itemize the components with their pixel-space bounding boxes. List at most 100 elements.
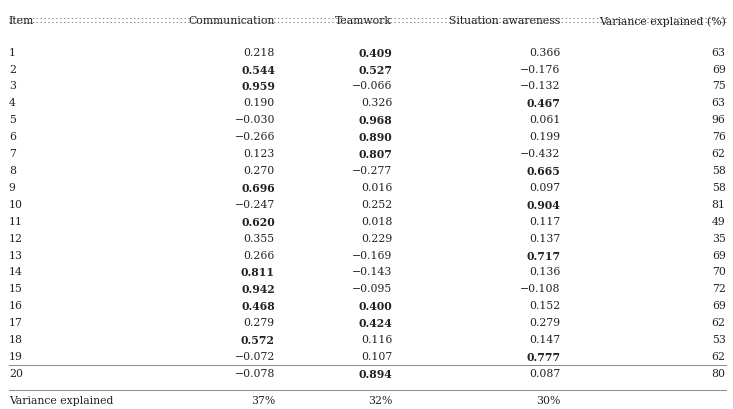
Text: 6: 6 — [9, 132, 16, 142]
Text: 63: 63 — [712, 47, 726, 58]
Text: 0.696: 0.696 — [241, 182, 275, 193]
Text: 20: 20 — [9, 368, 23, 378]
Text: 8: 8 — [9, 166, 16, 175]
Text: 0.959: 0.959 — [241, 81, 275, 92]
Text: 69: 69 — [712, 250, 726, 260]
Text: 18: 18 — [9, 334, 23, 344]
Text: 5: 5 — [9, 115, 15, 125]
Text: 0.326: 0.326 — [361, 98, 392, 108]
Text: Communication: Communication — [188, 16, 275, 26]
Text: 0.016: 0.016 — [361, 182, 392, 192]
Text: −0.432: −0.432 — [520, 149, 561, 159]
Text: 0.468: 0.468 — [241, 301, 275, 312]
Text: 0.190: 0.190 — [243, 98, 275, 108]
Text: 0.199: 0.199 — [530, 132, 561, 142]
Text: 19: 19 — [9, 351, 23, 361]
Text: 0.107: 0.107 — [361, 351, 392, 361]
Text: 69: 69 — [712, 301, 726, 310]
Text: −0.095: −0.095 — [352, 283, 392, 294]
Text: 49: 49 — [712, 216, 726, 226]
Text: 0.366: 0.366 — [529, 47, 561, 58]
Text: Variance explained (%): Variance explained (%) — [599, 16, 726, 27]
Text: 17: 17 — [9, 317, 23, 327]
Text: 0.018: 0.018 — [361, 216, 392, 226]
Text: 0.117: 0.117 — [529, 216, 561, 226]
Text: −0.108: −0.108 — [520, 283, 561, 294]
Text: −0.143: −0.143 — [352, 267, 392, 277]
Text: 0.942: 0.942 — [241, 283, 275, 294]
Text: −0.072: −0.072 — [235, 351, 275, 361]
Text: 0.811: 0.811 — [241, 267, 275, 278]
Text: −0.066: −0.066 — [352, 81, 392, 91]
Text: −0.266: −0.266 — [235, 132, 275, 142]
Text: 11: 11 — [9, 216, 23, 226]
Text: −0.247: −0.247 — [235, 199, 275, 209]
Text: 80: 80 — [712, 368, 726, 378]
Text: Item: Item — [9, 16, 34, 26]
Text: 0.116: 0.116 — [361, 334, 392, 344]
Text: 72: 72 — [712, 283, 726, 294]
Text: 0.400: 0.400 — [358, 301, 392, 312]
Text: 0.527: 0.527 — [358, 65, 392, 75]
Text: 0.904: 0.904 — [527, 199, 561, 210]
Text: 0.572: 0.572 — [241, 334, 275, 345]
Text: 0.097: 0.097 — [530, 182, 561, 192]
Text: 0.061: 0.061 — [529, 115, 561, 125]
Text: 7: 7 — [9, 149, 15, 159]
Text: 0.409: 0.409 — [358, 47, 392, 58]
Text: Situation awareness: Situation awareness — [449, 16, 561, 26]
Text: 32%: 32% — [368, 396, 392, 405]
Text: −0.176: −0.176 — [520, 65, 561, 74]
Text: 96: 96 — [712, 115, 726, 125]
Text: −0.030: −0.030 — [235, 115, 275, 125]
Text: 0.355: 0.355 — [244, 233, 275, 243]
Text: 0.424: 0.424 — [358, 317, 392, 328]
Text: 0.894: 0.894 — [358, 368, 392, 379]
Text: 53: 53 — [712, 334, 726, 344]
Text: 1: 1 — [9, 47, 16, 58]
Text: 15: 15 — [9, 283, 23, 294]
Text: −0.277: −0.277 — [352, 166, 392, 175]
Text: 0.270: 0.270 — [243, 166, 275, 175]
Text: 30%: 30% — [537, 396, 561, 405]
Text: 0.544: 0.544 — [241, 65, 275, 75]
Text: 0.087: 0.087 — [529, 368, 561, 378]
Text: 12: 12 — [9, 233, 23, 243]
Text: 76: 76 — [712, 132, 726, 142]
Text: Teamwork: Teamwork — [335, 16, 392, 26]
Text: −0.078: −0.078 — [235, 368, 275, 378]
Text: 0.777: 0.777 — [526, 351, 561, 362]
Text: 0.279: 0.279 — [530, 317, 561, 327]
Text: 0.890: 0.890 — [358, 132, 392, 143]
Text: 13: 13 — [9, 250, 23, 260]
Text: −0.169: −0.169 — [352, 250, 392, 260]
Text: Variance explained: Variance explained — [9, 396, 113, 405]
Text: 0.136: 0.136 — [529, 267, 561, 277]
Text: 14: 14 — [9, 267, 23, 277]
Text: 16: 16 — [9, 301, 23, 310]
Text: 81: 81 — [712, 199, 726, 209]
Text: 62: 62 — [712, 149, 726, 159]
Text: 3: 3 — [9, 81, 16, 91]
Text: 63: 63 — [712, 98, 726, 108]
Text: 0.665: 0.665 — [527, 166, 561, 177]
Text: 0.717: 0.717 — [526, 250, 561, 261]
Text: 75: 75 — [712, 81, 726, 91]
Text: 0.807: 0.807 — [358, 149, 392, 160]
Text: 2: 2 — [9, 65, 16, 74]
Text: 9: 9 — [9, 182, 15, 192]
Text: 62: 62 — [712, 317, 726, 327]
Text: 4: 4 — [9, 98, 15, 108]
Text: 35: 35 — [712, 233, 726, 243]
Text: 0.467: 0.467 — [527, 98, 561, 109]
Text: 70: 70 — [712, 267, 726, 277]
Text: 0.279: 0.279 — [244, 317, 275, 327]
Text: 69: 69 — [712, 65, 726, 74]
Text: 0.229: 0.229 — [361, 233, 392, 243]
Text: 0.137: 0.137 — [529, 233, 561, 243]
Text: 0.152: 0.152 — [529, 301, 561, 310]
Text: 0.266: 0.266 — [243, 250, 275, 260]
Text: 58: 58 — [712, 166, 726, 175]
Text: 0.968: 0.968 — [358, 115, 392, 126]
Text: −0.132: −0.132 — [520, 81, 561, 91]
